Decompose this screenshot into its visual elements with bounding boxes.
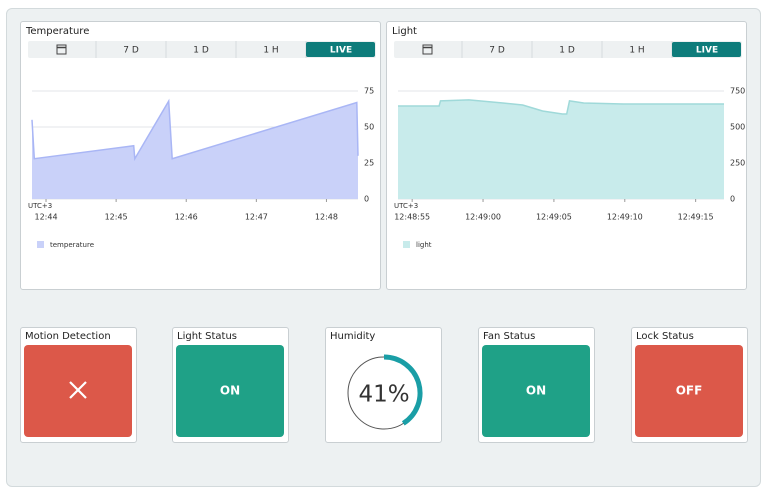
- x-tick-label: 12:49:00: [465, 213, 501, 222]
- status-label: ON: [220, 384, 240, 398]
- range-bar: [28, 41, 376, 58]
- range-button[interactable]: 1 H: [263, 46, 278, 56]
- y-tick-label: 500: [730, 123, 745, 132]
- line: [398, 99, 724, 115]
- y-tick-label: 250: [730, 159, 745, 168]
- range-button[interactable]: 7 D: [489, 46, 505, 56]
- live-button[interactable]: [306, 42, 375, 57]
- calendar-icon: [56, 44, 67, 55]
- x-tick-label: 12:49:05: [536, 213, 572, 222]
- status-button[interactable]: [482, 345, 590, 437]
- widget-title: Humidity: [330, 331, 375, 342]
- calendar-icon: [422, 44, 433, 55]
- x-tick-label: 12:48:55: [394, 213, 430, 222]
- chart-title: Light: [392, 26, 417, 37]
- range-button[interactable]: 1 H: [629, 46, 644, 56]
- live-label[interactable]: LIVE: [330, 46, 352, 56]
- chart-title: Temperature: [25, 26, 89, 37]
- chart-card: Temperature 7 D 1 D 1 H LIVE 0 25 50 75 12:44 12:4…: [20, 21, 381, 290]
- legend-label[interactable]: temperature: [50, 241, 94, 249]
- legend-swatch: [37, 241, 44, 248]
- chart: Temperature 7 D 1 D 1 H LIVE 0 25 50 75 12:44 12:4…: [25, 26, 376, 249]
- widget-card: Humidity 41%: [325, 327, 442, 443]
- line: [31, 98, 359, 162]
- gauge-arc: [383, 354, 423, 426]
- x-tick-label: 12:49:10: [607, 213, 643, 222]
- widget: Light Status ON: [176, 331, 284, 437]
- status-label: ON: [526, 384, 546, 398]
- x-tick-label: 12:48: [315, 213, 338, 222]
- live-button[interactable]: [672, 42, 741, 57]
- chart: Light 7 D 1 D 1 H LIVE 0 250 500 750 12:48:55 12:4…: [392, 26, 745, 249]
- y-tick-label: 25: [364, 159, 374, 168]
- legend-swatch: [403, 241, 410, 248]
- x-tick-label: 12:49:15: [678, 213, 714, 222]
- widget-card: Lock Status OFF: [631, 327, 748, 443]
- range-button[interactable]: 1 D: [559, 46, 575, 56]
- range-bar: [394, 41, 742, 58]
- timezone: UTC+3: [28, 202, 52, 210]
- legend-label[interactable]: light: [416, 241, 432, 249]
- y-tick-label: 750: [730, 87, 745, 96]
- y-tick-label: 50: [364, 123, 374, 132]
- y-tick-label: 75: [364, 87, 374, 96]
- y-tick-label: 0: [730, 195, 735, 204]
- x-tick-label: 12:47: [245, 213, 268, 222]
- live-label[interactable]: LIVE: [696, 46, 718, 56]
- chart-card: Light 7 D 1 D 1 H LIVE 0 250 500 750 12:48:55 12:4…: [386, 21, 747, 290]
- widget-title: Motion Detection: [25, 331, 111, 342]
- y-tick-label: 0: [364, 195, 369, 204]
- widget: Fan Status ON: [482, 331, 590, 437]
- range-button[interactable]: 1 D: [193, 46, 209, 56]
- widget-title: Lock Status: [636, 331, 694, 342]
- widget-title: Light Status: [177, 331, 237, 342]
- widget-card: Light Status ON: [172, 327, 289, 443]
- widget-card: Motion Detection: [20, 327, 137, 443]
- x-tick-label: 12:45: [105, 213, 128, 222]
- calendar-button[interactable]: [422, 44, 433, 55]
- area: [398, 99, 724, 199]
- widget: Humidity 41%: [330, 331, 423, 430]
- status-button[interactable]: [635, 345, 743, 437]
- x-icon: [69, 381, 87, 399]
- status-label: OFF: [676, 384, 703, 398]
- timezone: UTC+3: [394, 202, 418, 210]
- widget: Lock Status OFF: [635, 331, 743, 437]
- status-button[interactable]: [176, 345, 284, 437]
- calendar-button[interactable]: [56, 44, 67, 55]
- gauge-label: 41%: [358, 382, 409, 408]
- widget-title: Fan Status: [483, 331, 535, 342]
- range-button[interactable]: 7 D: [123, 46, 139, 56]
- widget: Motion Detection: [24, 331, 132, 437]
- area: [32, 101, 358, 199]
- widget-card: Fan Status ON: [478, 327, 595, 443]
- x-tick-label: 12:44: [34, 213, 57, 222]
- x-tick-label: 12:46: [175, 213, 198, 222]
